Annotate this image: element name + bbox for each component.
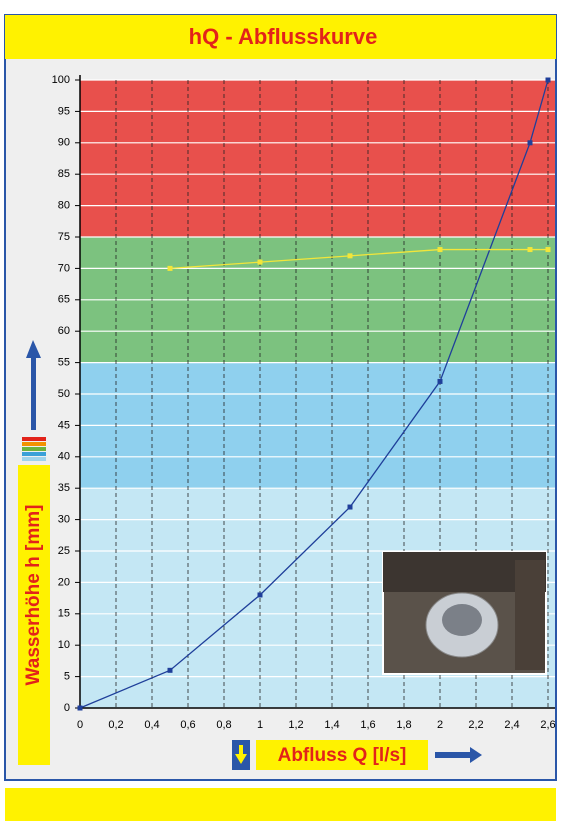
point <box>168 266 173 271</box>
y-tick-label: 85 <box>58 168 70 180</box>
point <box>546 78 551 83</box>
y-tick-label: 5 <box>64 671 70 683</box>
y-tick-label: 90 <box>58 137 70 149</box>
y-axis-label: Wasserhöhe h [mm] <box>23 505 44 686</box>
y-tick-label: 40 <box>58 451 70 463</box>
photo <box>383 552 546 674</box>
legend-stripe <box>22 457 46 461</box>
y-tick-label: 60 <box>58 325 70 337</box>
y-tick-label: 100 <box>52 74 70 86</box>
y-tick-label: 45 <box>58 419 70 431</box>
y-tick-label: 95 <box>58 105 70 117</box>
y-tick-label: 15 <box>58 608 70 620</box>
x-tick-label: 2,6 <box>540 719 555 731</box>
y-tick-label: 50 <box>58 388 70 400</box>
point <box>546 247 551 252</box>
point <box>348 253 353 258</box>
x-tick-label: 0,4 <box>144 719 159 731</box>
x-axis-label: Abfluss Q [l/s] <box>278 745 407 766</box>
page: hQ - Abflusskurve 0510152025303540455055… <box>0 0 561 821</box>
x-tick-label: 2,4 <box>504 719 519 731</box>
y-tick-label: 30 <box>58 514 70 526</box>
y-tick-label: 10 <box>58 639 70 651</box>
point <box>258 260 263 265</box>
x-tick-label: 0,2 <box>108 719 123 731</box>
y-tick-label: 55 <box>58 357 70 369</box>
y-tick-label: 70 <box>58 262 70 274</box>
zone <box>80 80 555 237</box>
point <box>438 247 443 252</box>
point <box>168 668 173 673</box>
chart-title: hQ - Abflusskurve <box>189 24 378 49</box>
legend-stripe <box>22 437 46 441</box>
x-tick-label: 1,6 <box>360 719 375 731</box>
point <box>78 706 83 711</box>
point <box>258 592 263 597</box>
footer-banner <box>5 788 556 821</box>
x-tick-label: 1,4 <box>324 719 339 731</box>
x-tick-label: 0,6 <box>180 719 195 731</box>
y-tick-label: 65 <box>58 294 70 306</box>
y-tick-label: 35 <box>58 482 70 494</box>
point <box>528 247 533 252</box>
x-tick-label: 1,8 <box>396 719 411 731</box>
legend-stripe <box>22 452 46 456</box>
x-tick-label: 1,2 <box>288 719 303 731</box>
point <box>528 140 533 145</box>
point <box>438 379 443 384</box>
x-tick-label: 0 <box>77 719 83 731</box>
legend-stripe <box>22 447 46 451</box>
x-tick-label: 2,2 <box>468 719 483 731</box>
y-tick-label: 0 <box>64 702 70 714</box>
point <box>348 505 353 510</box>
y-tick-label: 75 <box>58 231 70 243</box>
y-tick-label: 25 <box>58 545 70 557</box>
y-tick-label: 80 <box>58 200 70 212</box>
y-tick-label: 20 <box>58 576 70 588</box>
x-tick-label: 2 <box>437 719 443 731</box>
x-tick-label: 1 <box>257 719 263 731</box>
x-tick-label: 0,8 <box>216 719 231 731</box>
legend-stripe <box>22 442 46 446</box>
